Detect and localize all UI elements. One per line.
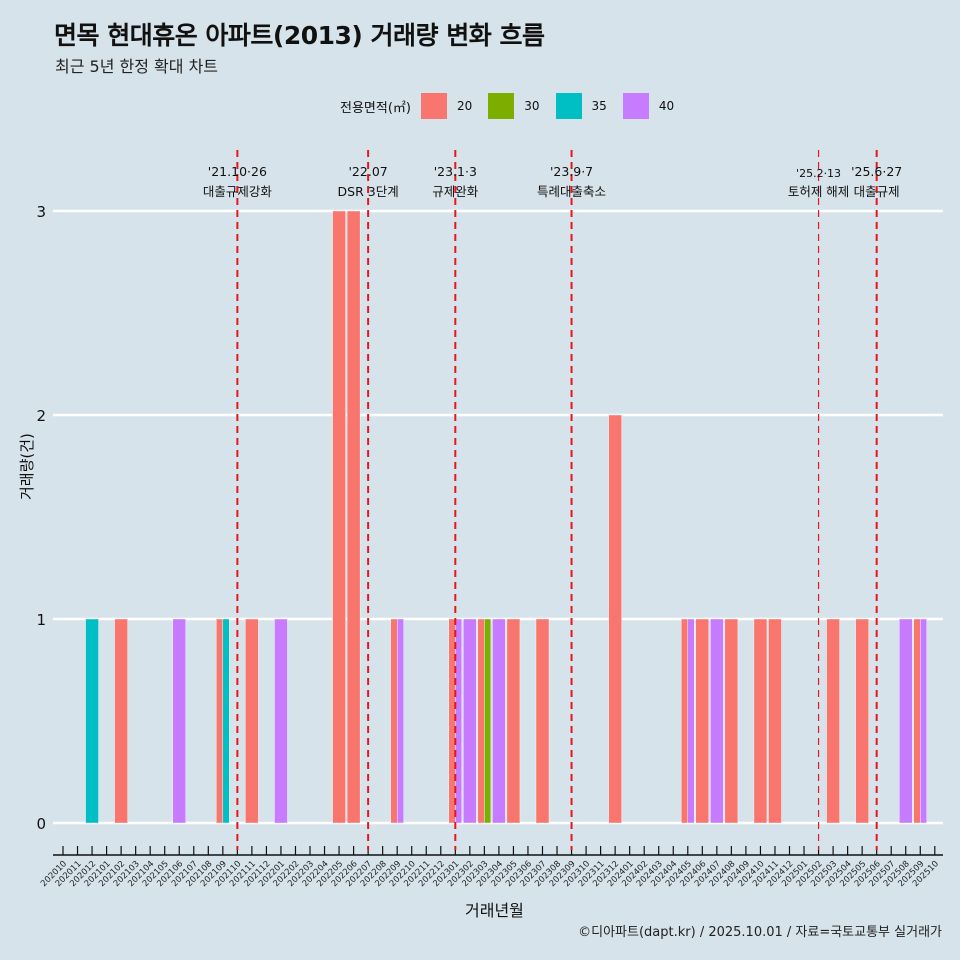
legend-item: 35	[555, 93, 611, 119]
bar	[681, 618, 688, 824]
bar	[332, 210, 346, 824]
bar	[506, 618, 521, 824]
event-date-label: '23.9·7	[550, 164, 593, 179]
bar	[855, 618, 869, 824]
event-label: 대출규제강화	[203, 184, 273, 199]
bar	[687, 618, 695, 824]
legend: 전용면적(㎡) 20 30 35 40	[340, 93, 690, 119]
bar	[245, 618, 259, 824]
x-axis-title: 거래년월	[465, 901, 524, 920]
event-date-label: '23.1·3	[434, 164, 477, 179]
bar	[826, 618, 840, 824]
bar	[222, 618, 230, 824]
bar	[608, 414, 622, 824]
bar	[920, 618, 927, 824]
legend-label: 20	[456, 99, 473, 113]
legend-swatch	[622, 93, 649, 119]
bar	[899, 618, 913, 824]
legend-swatch	[555, 93, 582, 119]
event-label: 대출규제	[854, 184, 900, 199]
legend-item: 20	[420, 93, 476, 119]
y-tick-label: 2	[36, 407, 46, 425]
bar	[477, 618, 485, 824]
bar	[913, 618, 921, 824]
event-date-label: '25.2·13	[796, 167, 841, 180]
event-label: DSR 3단계	[338, 184, 399, 199]
legend-label: 40	[658, 99, 675, 113]
y-tick-label: 3	[36, 203, 46, 221]
bar	[484, 618, 492, 824]
chart-subtitle: 최근 5년 한정 확대 차트	[55, 57, 219, 76]
bar	[216, 618, 224, 824]
bar	[172, 618, 186, 824]
y-tick-label: 1	[36, 611, 46, 629]
bar	[492, 618, 506, 824]
legend-item: 30	[488, 93, 543, 119]
bar	[274, 618, 288, 824]
bar	[346, 210, 361, 824]
event-date-label: '25.6·27	[851, 164, 902, 179]
chart-title: 면목 현대휴온 아파트(2013) 거래량 변화 흐름	[54, 21, 545, 50]
legend-title: 전용면적(㎡)	[340, 100, 411, 116]
bar	[724, 618, 739, 824]
legend-label: 30	[524, 99, 540, 113]
event-label: 토허제 해제	[788, 184, 849, 199]
bar	[753, 618, 768, 824]
bar	[390, 618, 398, 824]
bar	[114, 618, 128, 824]
event-label: 규제완화	[432, 184, 479, 199]
event-date-label: '22.07	[349, 164, 388, 179]
legend-swatch	[488, 93, 515, 119]
y-tick-label: 0	[36, 815, 46, 833]
bar	[768, 618, 782, 824]
legend-item: 40	[622, 93, 678, 119]
bar	[396, 618, 404, 824]
bar	[85, 618, 99, 824]
event-label: 특례대출축소	[537, 184, 606, 199]
bar	[710, 618, 724, 824]
footer-credit: ©디아파트(dapt.kr) / 2025.10.01 / 자료=국토교통부 실…	[578, 925, 942, 940]
bar	[695, 618, 710, 824]
legend-label: 35	[591, 99, 607, 113]
bar	[463, 618, 477, 824]
event-date-label: '21.10·26	[208, 164, 267, 179]
bar	[535, 618, 550, 824]
legend-swatch	[420, 93, 447, 119]
y-axis-title: 거래량(건)	[18, 433, 36, 500]
